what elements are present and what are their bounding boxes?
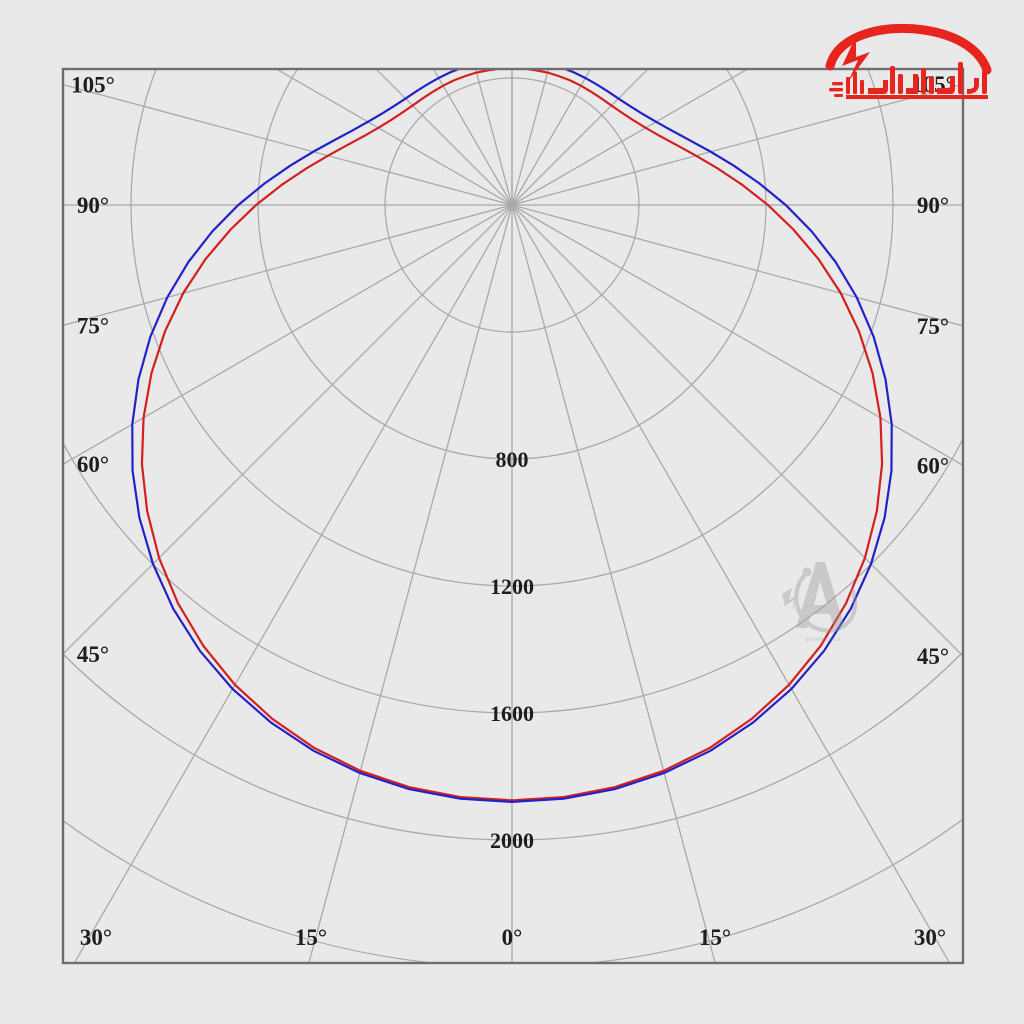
grid-spoke--135 (375, 69, 513, 206)
grid-spoke-45 (511, 204, 963, 657)
grid-spoke--30 (73, 204, 513, 963)
logo-arc-icon (825, 23, 992, 75)
grid-spoke-15 (511, 204, 716, 963)
angle-tick-label-bottom-right-15: 15° (699, 925, 731, 950)
logo-arrow-icon (842, 36, 870, 82)
radial-tick-label-2000: 2000 (490, 828, 534, 853)
grid-spoke-60 (511, 204, 963, 467)
watermark-artwork: artaelectric.ir (782, 562, 858, 643)
arta-electric-logo[interactable]: آرتا الکتریک (812, 22, 1002, 100)
watermark-letter-a-icon (796, 562, 845, 628)
angle-tick-label-right-90: 90° (917, 193, 949, 218)
angle-tick-label-left-105: 105° (71, 73, 115, 98)
data-curves (131, 69, 893, 804)
angle-tick-label-left-60: 60° (77, 452, 109, 477)
angle-tick-label-left-45: 45° (77, 642, 109, 667)
radial-tick-label-800: 800 (496, 447, 529, 472)
logo-artwork (825, 23, 992, 99)
curve-c90-c270 (131, 69, 893, 804)
grid-spoke-135 (511, 69, 649, 206)
grid-spoke--105 (63, 84, 513, 206)
grid-spoke-30 (511, 204, 951, 963)
angle-tick-label-left-75: 75° (77, 313, 109, 338)
plot-frame (61, 67, 965, 965)
grid-spoke--75 (63, 204, 513, 326)
plot-background (63, 69, 963, 963)
angle-tick-label-right-60: 60° (917, 453, 949, 478)
logo-wordmark (829, 62, 987, 97)
angle-tick-label-bottom-left-30: 30° (80, 925, 112, 950)
axis-tick-labels: 800120016002000105°105°90°90°75°75°60°60… (71, 72, 955, 950)
curve-c0-c180 (140, 69, 884, 802)
grid-spoke-120 (511, 69, 749, 206)
radial-tick-label-1200: 1200 (490, 574, 534, 599)
grid-spoke--60 (63, 204, 513, 465)
arta-watermark: artaelectric.ir (778, 548, 868, 644)
logo-underline (846, 95, 988, 99)
radial-tick-label-1600: 1600 (490, 701, 534, 726)
grid-spoke--120 (275, 69, 513, 206)
angle-tick-label-bottom-center-0: 0° (502, 925, 523, 950)
grid-spoke-75 (511, 204, 963, 327)
watermark-bolt-icon (782, 588, 799, 610)
watermark-swoosh-icon (794, 569, 858, 633)
watermark-dot-icon (802, 567, 812, 577)
angle-tick-label-bottom-left-15: 15° (295, 925, 327, 950)
grid-spoke-105 (511, 83, 963, 206)
angle-tick-label-bottom-right-30: 30° (914, 925, 946, 950)
grid-spoke--15 (308, 204, 513, 963)
watermark-site-label: artaelectric.ir (805, 636, 842, 643)
grid-spoke--45 (63, 204, 513, 655)
angle-tick-label-right-45: 45° (917, 644, 949, 669)
angle-tick-label-left-90: 90° (77, 193, 109, 218)
angle-tick-label-right-75: 75° (917, 314, 949, 339)
